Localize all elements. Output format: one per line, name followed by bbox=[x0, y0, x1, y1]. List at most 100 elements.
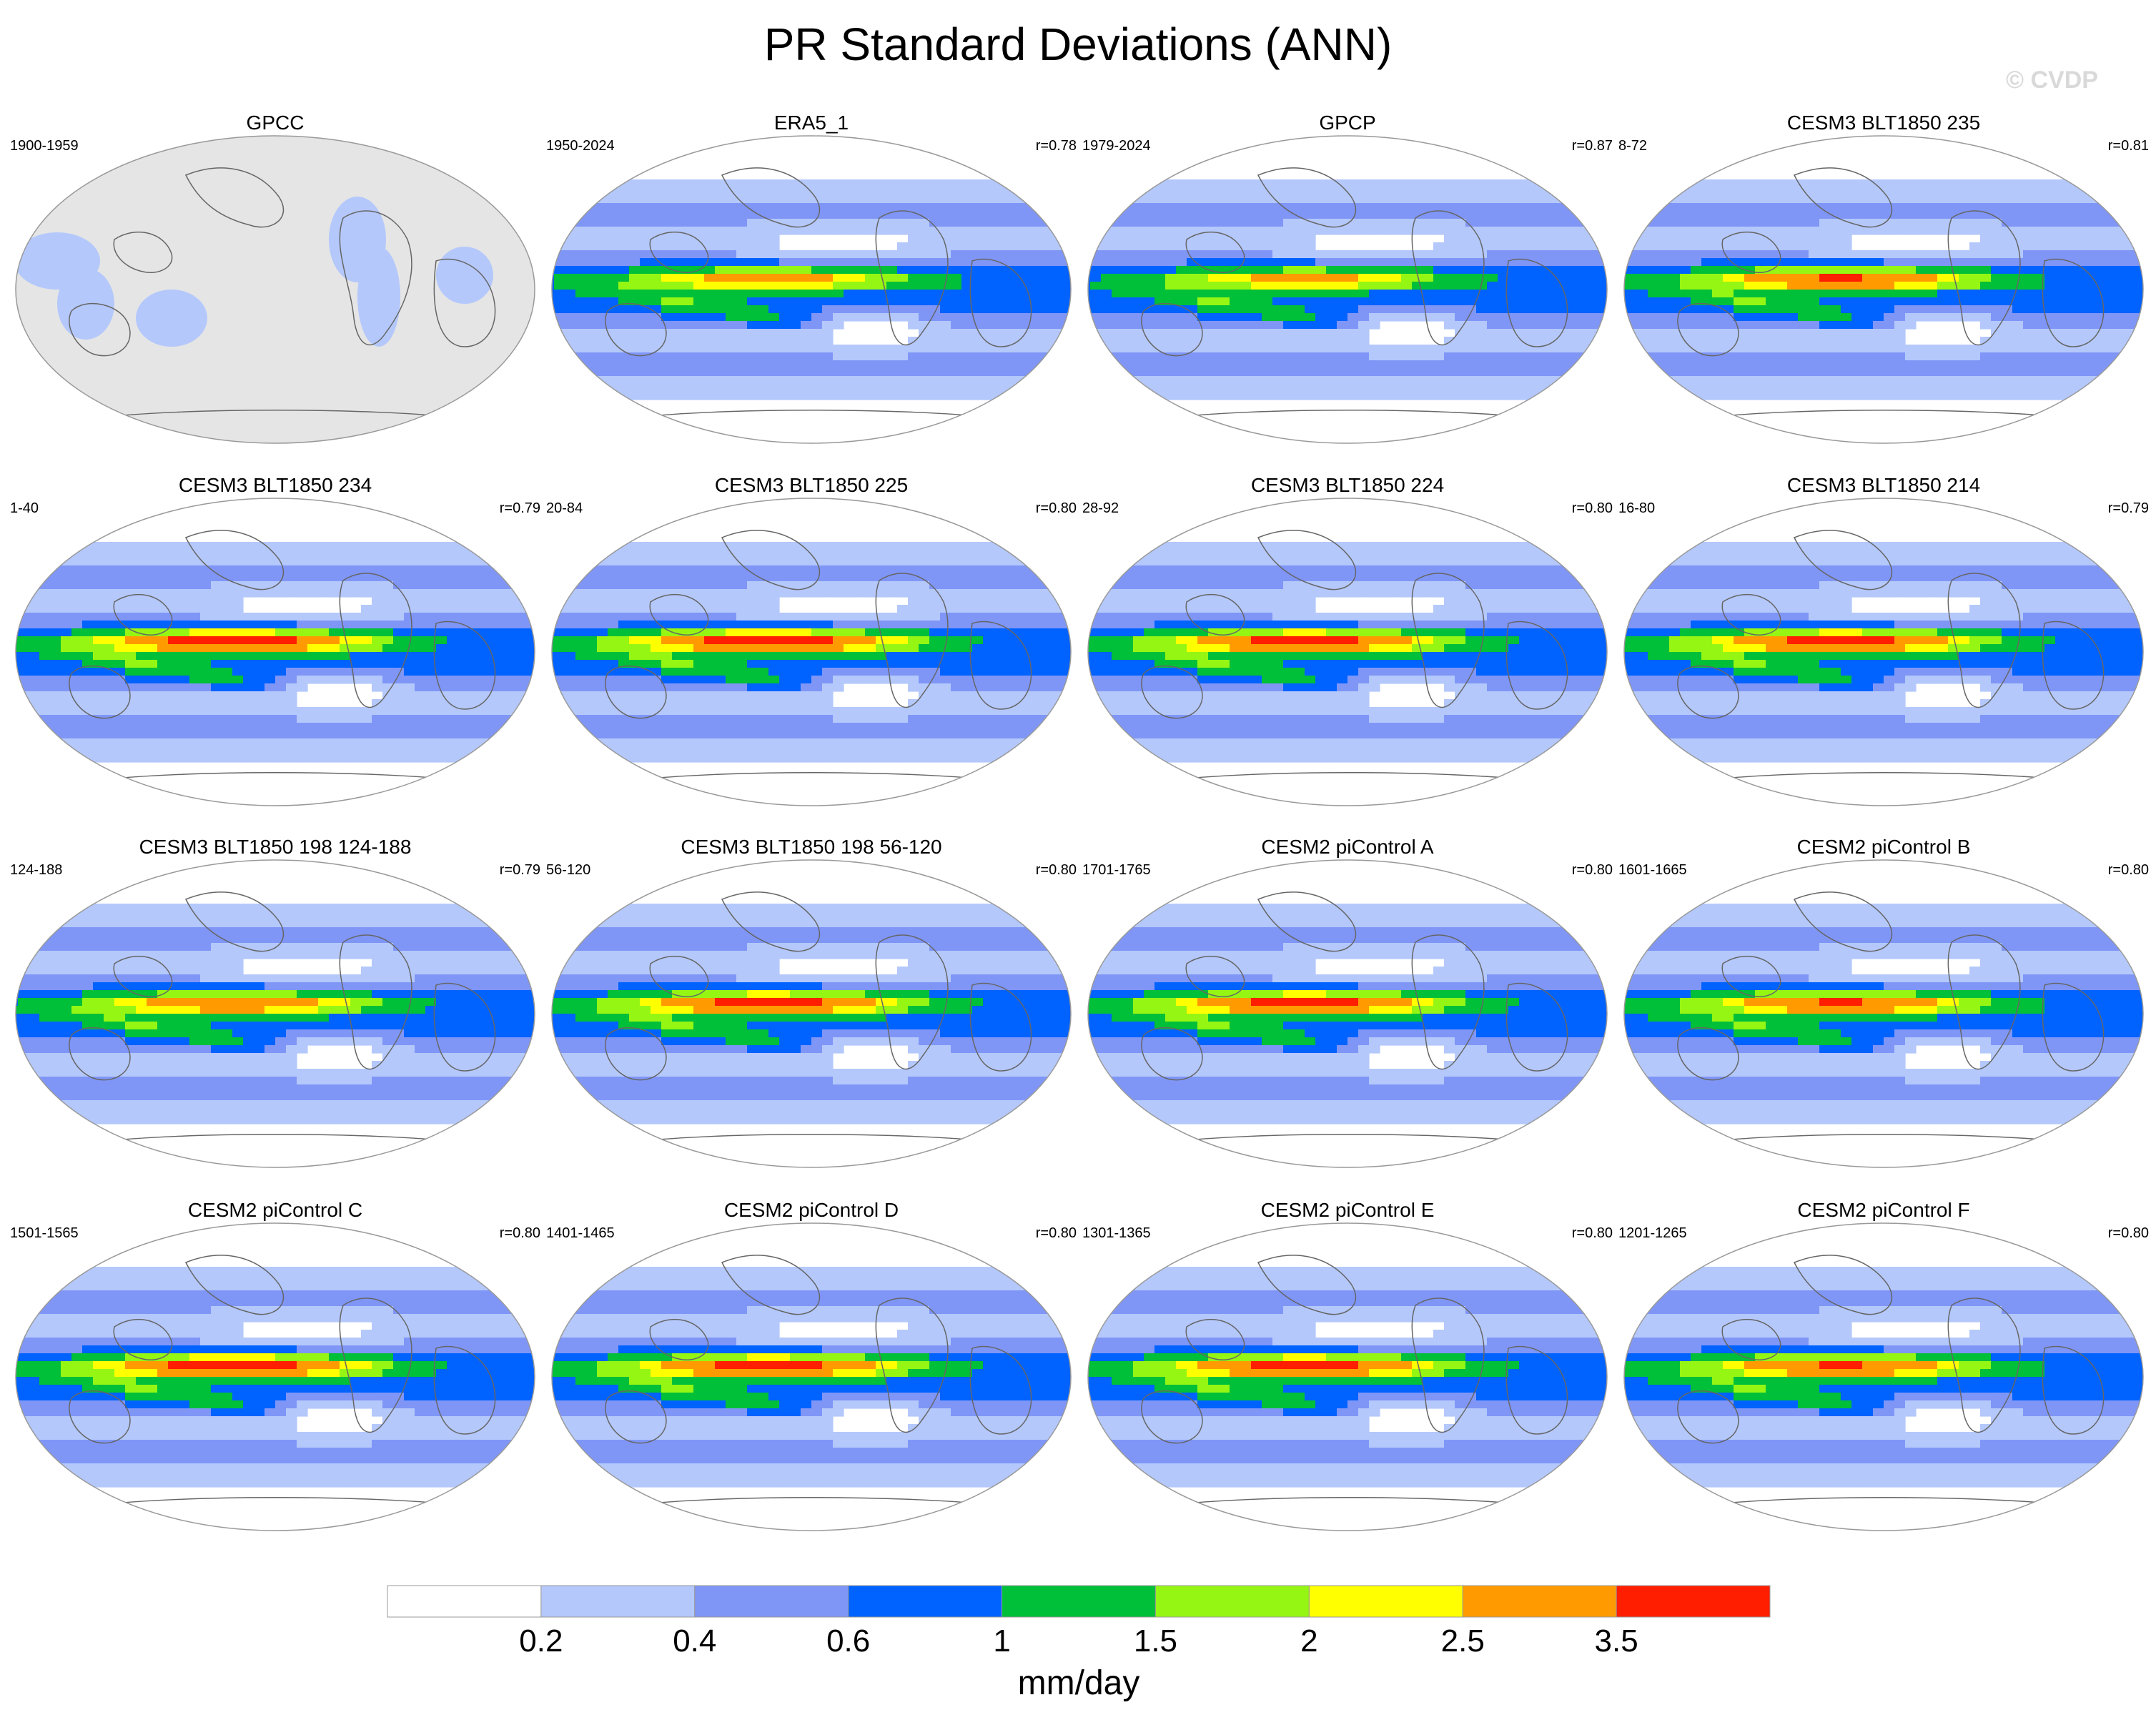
heat-cell bbox=[844, 352, 855, 361]
heat-cell bbox=[382, 542, 394, 550]
heat-cell bbox=[1315, 266, 1327, 275]
heat-cell bbox=[1508, 384, 1520, 392]
heat-cell bbox=[629, 234, 641, 243]
heat-cell bbox=[1380, 305, 1391, 314]
heat-cell bbox=[1959, 352, 1970, 361]
heat-cell bbox=[1862, 305, 1874, 314]
heat-cell bbox=[1251, 234, 1262, 243]
heat-cell bbox=[1133, 305, 1144, 314]
heat-cell bbox=[1873, 219, 1884, 227]
heat-cell bbox=[50, 581, 61, 590]
heat-cell bbox=[801, 258, 812, 267]
heat-cell bbox=[1680, 313, 1691, 322]
heat-cell bbox=[382, 550, 394, 558]
heat-cell bbox=[1787, 313, 1799, 322]
heat-cell bbox=[758, 250, 769, 259]
heat-cell bbox=[629, 250, 641, 259]
heat-cell bbox=[1047, 282, 1059, 290]
heat-cell bbox=[661, 376, 673, 385]
heat-cell bbox=[779, 258, 791, 267]
heat-cell bbox=[2002, 384, 2013, 392]
heat-cell bbox=[1283, 227, 1295, 235]
heat-cell bbox=[1487, 313, 1498, 322]
heat-cell bbox=[125, 683, 137, 692]
heat-cell bbox=[2023, 352, 2034, 361]
heat-cell bbox=[361, 660, 372, 668]
heat-cell bbox=[618, 337, 630, 345]
heat-cell bbox=[854, 305, 866, 314]
heat-cell bbox=[972, 187, 984, 196]
heat-cell bbox=[726, 329, 737, 337]
heat-cell bbox=[1680, 321, 1691, 330]
heat-cell bbox=[1058, 227, 1069, 235]
heat-cell bbox=[136, 668, 147, 676]
heat-cell bbox=[436, 707, 447, 716]
heat-cell bbox=[1401, 179, 1413, 188]
heat-cell bbox=[500, 621, 512, 629]
heat-cell bbox=[1798, 179, 1809, 188]
heat-cell bbox=[929, 290, 941, 298]
heat-cell bbox=[136, 636, 147, 645]
heat-cell bbox=[447, 605, 458, 613]
heat-cell bbox=[929, 227, 941, 235]
heat-cell bbox=[1723, 203, 1734, 212]
heat-cell bbox=[1648, 368, 1659, 377]
heat-cell bbox=[1766, 345, 1777, 353]
heat-cell bbox=[597, 345, 608, 353]
heat-cell bbox=[189, 699, 201, 708]
heat-cell bbox=[552, 313, 555, 322]
heat-cell bbox=[801, 313, 812, 322]
heat-cell bbox=[1133, 266, 1144, 275]
heat-cell bbox=[2044, 227, 2056, 235]
heat-cell bbox=[1433, 384, 1445, 392]
heat-cell bbox=[458, 605, 469, 613]
heat-cell bbox=[479, 605, 490, 613]
heat-cell bbox=[490, 652, 501, 661]
heat-cell bbox=[1744, 274, 1756, 282]
heat-cell bbox=[1530, 219, 1541, 227]
heat-cell bbox=[61, 746, 72, 755]
heat-cell bbox=[758, 376, 769, 385]
heat-cell bbox=[726, 219, 737, 227]
heat-cell bbox=[254, 644, 265, 653]
heat-cell bbox=[189, 565, 201, 574]
heat-cell bbox=[329, 581, 340, 590]
heat-cell bbox=[1712, 187, 1724, 196]
heat-cell bbox=[586, 195, 598, 204]
heat-cell bbox=[1219, 195, 1230, 204]
heat-cell bbox=[1326, 305, 1337, 314]
heat-cell bbox=[1744, 234, 1756, 243]
heat-cell bbox=[1894, 211, 1906, 219]
heat-cell bbox=[2098, 290, 2110, 298]
heat-cell bbox=[189, 613, 201, 621]
heat-cell bbox=[222, 699, 233, 708]
heat-cell bbox=[897, 352, 909, 361]
heat-cell bbox=[1240, 305, 1252, 314]
heat-cell bbox=[2098, 345, 2110, 353]
heat-cell bbox=[1294, 360, 1305, 369]
heat-cell bbox=[961, 234, 973, 243]
heat-cell bbox=[157, 565, 169, 574]
heat-cell bbox=[1530, 195, 1541, 204]
heat-cell bbox=[382, 691, 394, 700]
heat-cell bbox=[1819, 282, 1831, 290]
heat-cell bbox=[1980, 282, 1992, 290]
heat-cell bbox=[983, 234, 994, 243]
heat-cell bbox=[393, 668, 405, 676]
heat-cell bbox=[1541, 290, 1552, 298]
heat-cell bbox=[1230, 360, 1241, 369]
heat-cell bbox=[382, 589, 394, 598]
heat-cell bbox=[704, 329, 716, 337]
heat-cell bbox=[618, 211, 630, 219]
heat-cell bbox=[608, 352, 619, 361]
heat-cell bbox=[1873, 392, 1884, 400]
heat-cell bbox=[490, 597, 501, 606]
heat-cell bbox=[436, 731, 447, 739]
heat-cell bbox=[2120, 305, 2131, 314]
heat-cell bbox=[1937, 392, 1949, 400]
heat-cell bbox=[372, 550, 383, 558]
heat-cell bbox=[651, 258, 662, 267]
heat-cell bbox=[329, 542, 340, 550]
heat-cell bbox=[1015, 345, 1027, 353]
heat-cell bbox=[39, 644, 51, 653]
